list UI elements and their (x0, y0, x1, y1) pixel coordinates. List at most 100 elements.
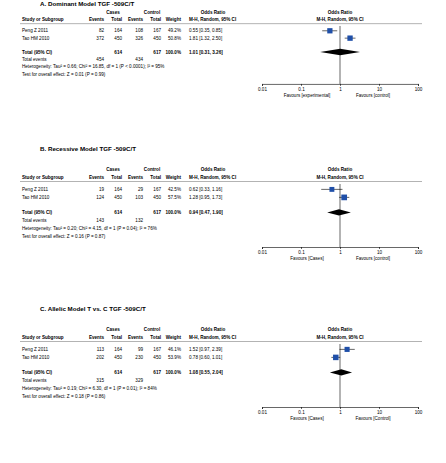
cell: 29 (138, 187, 144, 192)
tick-label: 0.01 (258, 410, 267, 415)
group-header: Cases (106, 167, 120, 172)
tick-mark (340, 84, 341, 86)
study-name: Peng Z 2011 (22, 28, 48, 33)
tick-label: 1 (339, 250, 342, 255)
tick-label: 100 (415, 410, 423, 415)
column-header: Total (150, 335, 161, 340)
null-line (340, 184, 341, 247)
total-events-label: Total events (22, 218, 47, 223)
tick-mark (301, 247, 302, 249)
panel-title: A. Dominant Model TGF -509C/T (40, 0, 134, 7)
favours-label: Favours [Cases] (290, 256, 323, 261)
weight: 100.0% (165, 210, 181, 215)
column-header: Total (111, 335, 122, 340)
plot-area (320, 26, 360, 84)
tick-label: 1 (339, 87, 342, 92)
weight: 46.1% (168, 347, 181, 352)
x-axis: 0.010.1110100 (258, 407, 423, 415)
column-header: Total (150, 17, 161, 22)
tick-label: 100 (415, 87, 423, 92)
group-header: Control (144, 10, 160, 15)
tick-mark (301, 407, 302, 409)
cell: 614 (114, 50, 122, 55)
odds-ratio-text: 1.81 [1.32, 2.50] (189, 36, 222, 41)
cell: 108 (135, 28, 143, 33)
overall-effect: Test for overall effect: Z = 0.01 (P = 0… (22, 72, 106, 77)
odds-ratio-text: 1.52 [0.97, 2.39] (189, 347, 222, 352)
cell: 103 (135, 195, 143, 200)
cell: 132 (135, 218, 143, 223)
tick-label: 0.01 (258, 87, 267, 92)
column-header: Events (89, 175, 105, 180)
column-header: Study or Subgroup (22, 17, 64, 22)
favours-label: Favours [control] (356, 256, 390, 261)
panel-title: B. Recessive Model TGF -509C/T (40, 145, 136, 152)
x-axis: 0.010.1110100 (258, 247, 423, 255)
tick-mark (418, 84, 419, 86)
cell: 99 (138, 347, 144, 352)
study-name: Tao HM 2010 (22, 195, 50, 200)
x-axis: 0.010.1110100 (258, 84, 423, 92)
axis-line (263, 408, 419, 410)
cell: 19 (99, 187, 105, 192)
tick-label: 0.01 (258, 250, 267, 255)
tick: 0.01 (258, 247, 267, 255)
cell: 230 (135, 355, 143, 360)
cell: 82 (99, 28, 105, 33)
column-header: Total (150, 175, 161, 180)
group-header: Cases (106, 10, 120, 15)
total-diamond (330, 369, 352, 375)
column-header: Events (128, 17, 144, 22)
study-square (333, 355, 339, 361)
cell: 113 (97, 347, 105, 352)
cell: 143 (96, 218, 104, 223)
column-header: M-H, Random, 95% CI (189, 335, 236, 340)
weight: 53.9% (168, 355, 181, 360)
cell: 164 (114, 347, 122, 352)
tick: 0.01 (258, 84, 267, 92)
study-square (329, 187, 334, 192)
study-square (327, 28, 332, 33)
total-diamond (320, 49, 360, 55)
tick-mark (418, 247, 419, 249)
tick-mark (340, 407, 341, 409)
total-diamond (327, 209, 351, 215)
group-header: Odds Ratio (201, 10, 226, 15)
cell: 614 (114, 370, 122, 375)
weight: 100.0% (165, 370, 181, 375)
study-name: Peng Z 2011 (22, 347, 48, 352)
study-square (345, 347, 350, 352)
group-header: Odds Ratio (328, 327, 353, 332)
cell: 450 (153, 36, 161, 41)
total-label: Total (95% CI) (22, 210, 53, 215)
tick-label: 10 (377, 410, 383, 415)
total-label: Total (95% CI) (22, 50, 53, 55)
tick: 10 (377, 407, 383, 415)
group-header: Odds Ratio (201, 327, 226, 332)
tick-mark (301, 84, 302, 86)
tick-label: 0.1 (298, 410, 305, 415)
cell: 167 (153, 187, 161, 192)
odds-ratio-text: 1.01 [0.31, 3.26] (189, 50, 223, 55)
tick-mark (262, 84, 263, 86)
cell: 450 (114, 195, 122, 200)
column-header: Events (128, 335, 144, 340)
plot-area (330, 344, 355, 407)
overall-effect: Test for overall effect: Z = 0.18 (P = 0… (22, 394, 106, 399)
null-line (340, 344, 341, 407)
overall-effect: Test for overall effect: Z = 0.16 (P = 0… (22, 234, 106, 239)
tick: 100 (415, 84, 423, 92)
cell: 617 (153, 210, 161, 215)
cell: 617 (153, 370, 161, 375)
weight: 57.5% (168, 195, 181, 200)
column-header: M-H, Random, 95% CI (189, 175, 236, 180)
cell: 614 (114, 210, 122, 215)
tick: 1 (339, 247, 342, 255)
figure: A. Dominant Model TGF -509C/T Cases Contro… (0, 0, 446, 463)
header-rule (20, 181, 422, 182)
tick-mark (379, 84, 380, 86)
axis-line (263, 248, 419, 250)
cell: 454 (96, 57, 104, 62)
column-header: M-H, Random, 95% CI (316, 175, 363, 180)
odds-ratio-text: 0.78 [0.60, 1.01] (189, 355, 222, 360)
